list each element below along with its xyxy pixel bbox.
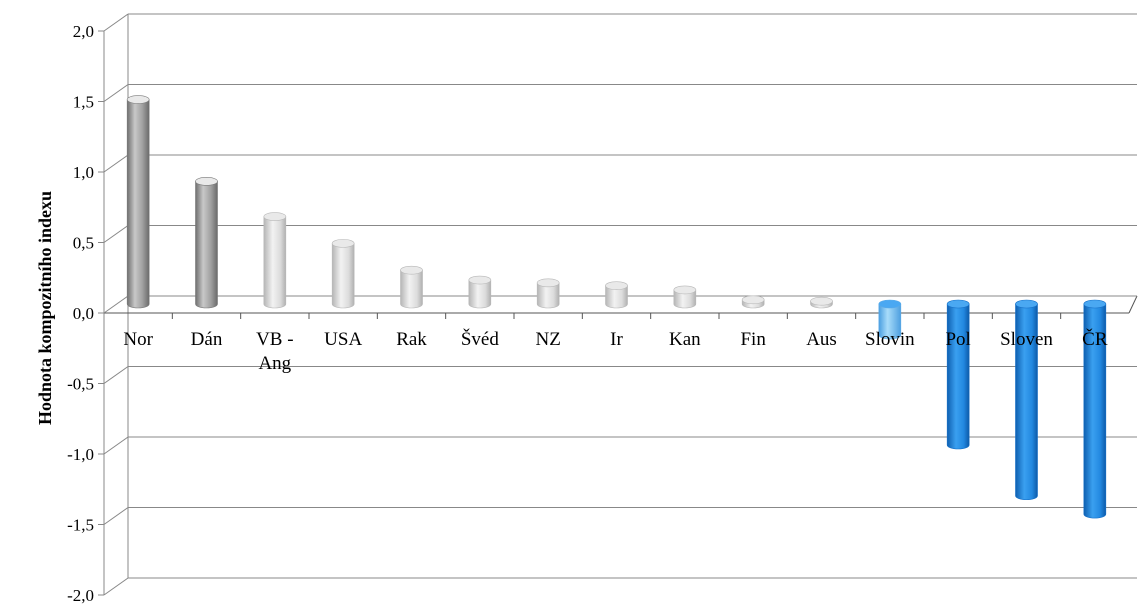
category-label: Aus	[806, 329, 837, 350]
category-label: Pol	[945, 329, 970, 350]
bar-body	[878, 303, 902, 340]
bar-body	[263, 216, 287, 309]
category-label: Fin	[740, 329, 766, 350]
bar-aus	[810, 296, 833, 309]
y-tick-label: 1,0	[73, 163, 94, 182]
bar-cap	[195, 177, 218, 186]
category-label: Švéd	[461, 328, 500, 350]
x-axis-depth	[1128, 295, 1138, 314]
gridline-depth	[103, 225, 129, 243]
bar-body	[1015, 303, 1038, 501]
y-tick-label: 1,5	[73, 93, 94, 112]
y-tick-label: 2,0	[73, 22, 94, 41]
bar-usa	[331, 239, 355, 309]
gridline-depth	[103, 13, 129, 32]
bar-body	[400, 269, 423, 309]
bar-cap	[673, 285, 697, 295]
bar-cap	[1015, 299, 1038, 309]
category-label: Sloven	[1000, 329, 1053, 350]
category-label: Kan	[669, 329, 701, 350]
bar-pol	[946, 299, 970, 450]
bar-body	[331, 243, 355, 309]
bar-body	[195, 181, 218, 309]
bar-body	[536, 282, 560, 309]
bar-dán	[195, 177, 218, 309]
category-label: Rak	[396, 329, 427, 350]
bar-slovin	[878, 299, 902, 340]
bar-cap	[536, 278, 560, 288]
bar-vb-ang	[263, 212, 287, 309]
bar-cap	[605, 281, 628, 290]
bars	[126, 95, 1107, 519]
category-label: NZ	[536, 329, 561, 350]
category-label: Slovin	[865, 329, 915, 350]
bar-body	[673, 289, 697, 309]
y-tick-label: 0,5	[73, 234, 94, 253]
category-label: ČR	[1082, 328, 1108, 350]
bar-nor	[126, 95, 150, 309]
bar-cap	[331, 239, 355, 248]
bar-body	[1083, 303, 1107, 519]
gridline-depth	[103, 507, 129, 525]
gridline-depth	[103, 295, 129, 314]
gridline-depth	[103, 436, 129, 455]
y-tick-label: -0,5	[67, 375, 94, 394]
bar-cap	[1083, 299, 1107, 309]
bar-cap	[468, 275, 492, 285]
category-label: Dán	[191, 329, 223, 350]
gridline-depth	[103, 84, 129, 102]
bar-body	[468, 279, 492, 309]
gridline-depth	[103, 366, 129, 384]
bar-šv-d	[468, 275, 492, 309]
y-tick-label: -1,5	[67, 516, 94, 535]
category-label: USA	[324, 329, 362, 350]
y-tick-labels: 2,0 1,5 1,0 0,5 0,0 -0,5 -1,0 -1,5 -2,0	[67, 22, 94, 604]
bar-body	[946, 303, 970, 450]
bar-cap	[263, 212, 287, 221]
category-label: Ir	[610, 329, 623, 350]
bar-body	[126, 99, 150, 309]
y-tick-label: -1,0	[67, 445, 94, 464]
bar-body	[605, 285, 628, 309]
bar-cap	[400, 265, 423, 275]
category-label: Nor	[123, 329, 153, 350]
bar-rak	[400, 265, 423, 309]
y-tick-label: -2,0	[67, 586, 94, 604]
gridline-depth	[103, 154, 129, 173]
bar-sloven	[1015, 299, 1038, 501]
gridline-depth	[103, 577, 129, 596]
bar-kan	[673, 285, 697, 309]
bar-nz	[536, 278, 560, 309]
category-label: VB -Ang	[256, 329, 293, 374]
bar-cap	[810, 296, 833, 306]
bar-fin	[741, 295, 765, 309]
bar-čr	[1083, 299, 1107, 519]
bar-cap	[741, 295, 765, 305]
category-labels: Nor Dán VB -Ang USA Rak Švéd NZ Ir Kan Fin Aus Slov…	[123, 328, 1107, 374]
bar-cap	[946, 299, 970, 309]
bar-ir	[605, 281, 628, 309]
y-tick-label: 0,0	[73, 304, 94, 323]
y-axis-label: Hodnota kompozitního indexu	[35, 191, 55, 425]
gridlines	[98, 13, 1137, 596]
bar-cap	[126, 95, 150, 104]
bar-cap	[878, 299, 902, 309]
